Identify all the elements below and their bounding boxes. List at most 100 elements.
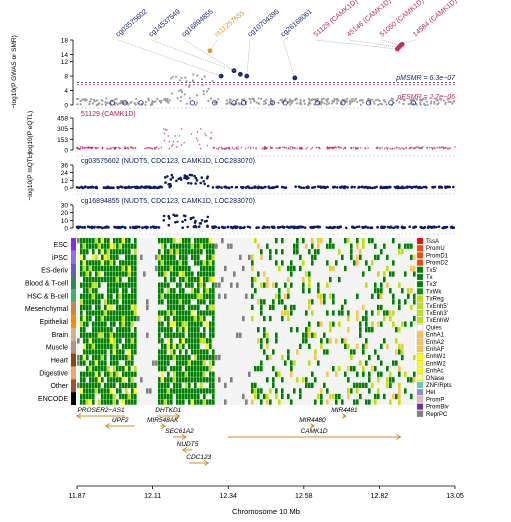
state-cell <box>161 393 164 400</box>
state-cell <box>284 310 287 316</box>
state-cell <box>101 260 104 266</box>
mqtl1-point <box>357 186 360 189</box>
state-cell <box>107 288 110 294</box>
eqtl-point: * <box>95 147 97 153</box>
gwas-snp-point <box>159 101 162 104</box>
state-cell <box>158 271 161 277</box>
gwas-snp-point <box>442 99 445 102</box>
eqtl-point: * <box>245 147 247 153</box>
smr-probe-marker <box>231 100 237 106</box>
state-cell <box>80 371 83 377</box>
state-cell <box>188 315 191 322</box>
gwas-snp-point <box>436 103 439 106</box>
state-cell <box>107 399 110 405</box>
state-cell <box>191 310 194 316</box>
eqtl-point: * <box>351 147 353 153</box>
state-cell <box>332 310 335 316</box>
legend-label: TssA <box>426 239 439 245</box>
eqtl-point: * <box>210 131 212 137</box>
eqtl-point: * <box>278 147 280 153</box>
state-cell <box>116 377 119 383</box>
eqtl-point: * <box>109 148 111 154</box>
state-cell <box>209 260 212 266</box>
eqtl-point: * <box>124 147 126 153</box>
state-cell <box>176 260 179 266</box>
mqtl1-point <box>240 185 243 189</box>
mqtl2-point <box>106 225 109 229</box>
state-cell <box>356 371 359 377</box>
eqtl-point: * <box>356 148 358 154</box>
eqtl-point: * <box>408 148 410 154</box>
state-cell <box>86 393 89 400</box>
eqtl-point: * <box>91 147 93 153</box>
state-cell <box>110 321 113 327</box>
state-cell <box>359 254 362 260</box>
state-cell <box>353 366 356 372</box>
probe-leader-line <box>246 39 251 77</box>
state-cell <box>254 276 257 283</box>
gene-arrow <box>76 413 82 419</box>
mqtl1-point <box>193 174 196 178</box>
state-cell <box>338 321 341 327</box>
state-cell <box>275 249 278 255</box>
state-cell <box>275 293 278 299</box>
state-cell <box>158 366 161 372</box>
eqtl-point: * <box>301 147 303 153</box>
state-cell <box>188 271 191 277</box>
state-cell <box>392 260 395 266</box>
eqtl-point: * <box>310 148 312 154</box>
state-cell <box>179 243 182 249</box>
state-cell <box>77 382 80 388</box>
eqtl-point: * <box>127 146 129 152</box>
state-cell <box>395 338 398 344</box>
state-cell <box>116 315 119 322</box>
state-cell <box>206 265 209 272</box>
mqtl2-point <box>226 225 230 229</box>
gwas-snp-point <box>79 99 82 103</box>
state-cell <box>200 282 203 288</box>
state-cell <box>95 282 98 288</box>
state-cell <box>167 399 170 405</box>
state-cell <box>83 360 86 366</box>
state-cell <box>365 315 368 322</box>
state-cell <box>119 321 122 327</box>
gene-arrow <box>309 423 315 429</box>
probe-label: cg16894855 <box>181 8 215 38</box>
state-cell <box>221 238 224 244</box>
state-cell <box>83 393 86 400</box>
eqtl-point: * <box>181 144 183 150</box>
eqtl-point: * <box>300 146 302 152</box>
mqtl1-point <box>130 185 134 189</box>
state-cell <box>167 393 170 400</box>
state-cell <box>113 315 116 322</box>
gwas-snp-point <box>170 92 174 95</box>
state-cell <box>89 371 92 377</box>
state-cell <box>83 377 86 383</box>
state-cell <box>128 243 131 249</box>
state-cell <box>140 254 143 260</box>
state-cell <box>125 332 128 338</box>
gwas-snp-point <box>373 102 376 105</box>
state-cell <box>179 327 182 333</box>
state-cell <box>161 338 164 344</box>
state-cell <box>182 265 185 272</box>
state-cell <box>302 276 305 283</box>
state-cell <box>359 393 362 400</box>
state-cell <box>389 271 392 277</box>
eqtl-point: * <box>330 146 332 152</box>
state-cell <box>98 354 101 361</box>
state-cell <box>101 254 104 260</box>
gwas-snp-point <box>166 100 169 103</box>
state-cell <box>125 327 128 333</box>
state-cell <box>98 304 101 311</box>
state-cell <box>125 338 128 344</box>
state-cell <box>296 238 299 244</box>
state-cell <box>395 327 398 333</box>
state-cell <box>212 249 215 255</box>
eqtl-point: * <box>403 148 405 154</box>
mqtl1-y-tick-label: 36 <box>61 163 69 170</box>
state-cell <box>203 238 206 244</box>
state-cell <box>215 282 218 288</box>
